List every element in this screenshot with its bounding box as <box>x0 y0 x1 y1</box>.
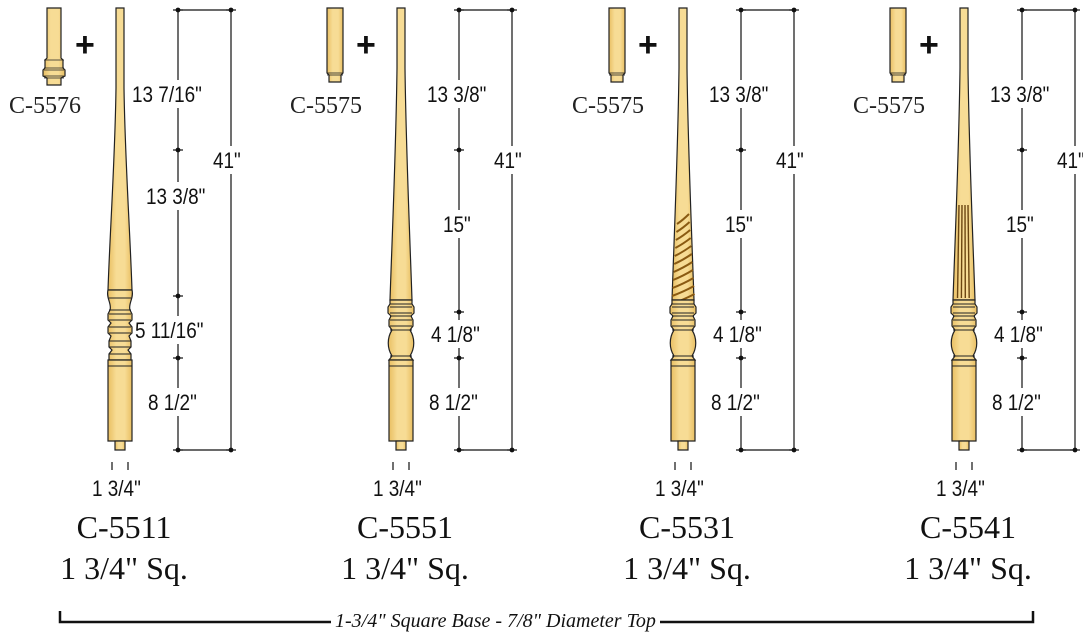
baluster-square-base <box>670 359 696 442</box>
square-size: 1 3/4" Sq. <box>60 550 188 586</box>
segment-dimension: 5 11/16" <box>135 318 204 343</box>
total-height-dimension: 41" <box>1057 148 1083 173</box>
total-height-dimension: 41" <box>494 148 522 173</box>
baluster-dowel <box>114 440 126 451</box>
segment-dimension: 15" <box>725 212 753 237</box>
kit-part-label: C-5576 <box>9 93 81 119</box>
plus-sign: + <box>638 26 658 64</box>
base-width-dimension: 1 3/4" <box>92 476 141 501</box>
square-size: 1 3/4" Sq. <box>341 550 469 586</box>
segment-dimension: 13 3/8" <box>427 82 487 107</box>
model-number: C-5511 <box>76 509 172 545</box>
dimension-lines <box>111 7 236 470</box>
base-width-dimension: 1 3/4" <box>373 476 422 501</box>
baluster-drawing <box>889 7 1080 470</box>
baluster-plain <box>387 7 415 451</box>
baluster-dowel <box>677 440 689 451</box>
plus-sign: + <box>919 26 939 64</box>
model-number: C-5541 <box>920 509 1016 545</box>
square-size: 1 3/4" Sq. <box>623 550 751 586</box>
segment-dimension: 15" <box>1006 212 1034 237</box>
total-height-dimension: 41" <box>776 148 804 173</box>
product-panel: C-5575 + 13 3/8" 15" 4 1/8" 8 1/2" 41" 1… <box>844 0 1083 600</box>
baluster-square-base <box>107 359 133 442</box>
baluster-drawing <box>42 7 236 470</box>
baluster-twist <box>669 7 697 451</box>
segment-dimension: 13 3/8" <box>146 184 206 209</box>
footer-label: 1-3/4" Square Base - 7/8" Diameter Top <box>331 610 660 633</box>
baluster-drawing <box>326 7 517 470</box>
top-kit-drawing <box>608 7 626 83</box>
dimension-lines <box>674 7 799 470</box>
segment-dimension: 4 1/8" <box>994 322 1043 347</box>
baluster-drawing <box>608 7 799 470</box>
product-panel: C-5575 + 13 3/8" 15" 4 1/8" 8 1/2" 41" 1… <box>281 0 561 600</box>
baluster-dowel <box>958 440 970 451</box>
segment-dimension: 8 1/2" <box>711 390 760 415</box>
base-width-dimension: 1 3/4" <box>936 476 985 501</box>
baluster-dowel <box>395 440 407 451</box>
baluster-square-base <box>388 359 414 442</box>
product-panel: C-5575 + 13 3/8" 15" 4 1/8" 8 1/2" 41" 1… <box>563 0 843 600</box>
segment-dimension: 4 1/8" <box>713 322 762 347</box>
segment-dimension: 8 1/2" <box>992 390 1041 415</box>
segment-dimension: 4 1/8" <box>431 322 480 347</box>
model-number: C-5551 <box>357 509 453 545</box>
segment-dimension: 13 7/16" <box>132 82 202 107</box>
kit-part-label: C-5575 <box>572 93 644 119</box>
kit-part-label: C-5575 <box>290 93 362 119</box>
kit-part-label: C-5575 <box>853 93 925 119</box>
top-kit-drawing <box>326 7 344 83</box>
base-width-dimension: 1 3/4" <box>655 476 704 501</box>
baluster-fluted <box>950 7 978 451</box>
top-kit-drawing <box>42 7 66 86</box>
square-size: 1 3/4" Sq. <box>904 550 1032 586</box>
dimension-lines <box>955 7 1080 470</box>
baluster-square-base <box>951 359 977 442</box>
top-kit-drawing <box>889 7 907 83</box>
baluster-plain <box>106 7 134 451</box>
total-height-dimension: 41" <box>213 148 241 173</box>
segment-dimension: 15" <box>443 212 471 237</box>
plus-sign: + <box>75 26 95 64</box>
model-number: C-5531 <box>639 509 735 545</box>
segment-dimension: 13 3/8" <box>709 82 769 107</box>
plus-sign: + <box>356 26 376 64</box>
segment-dimension: 8 1/2" <box>429 390 478 415</box>
segment-dimension: 8 1/2" <box>148 390 197 415</box>
dimension-lines <box>392 7 517 470</box>
segment-dimension: 13 3/8" <box>990 82 1050 107</box>
product-panel: C-5576 + 13 7/16" 13 3/8" 5 11/16" 8 1/2… <box>0 0 280 600</box>
